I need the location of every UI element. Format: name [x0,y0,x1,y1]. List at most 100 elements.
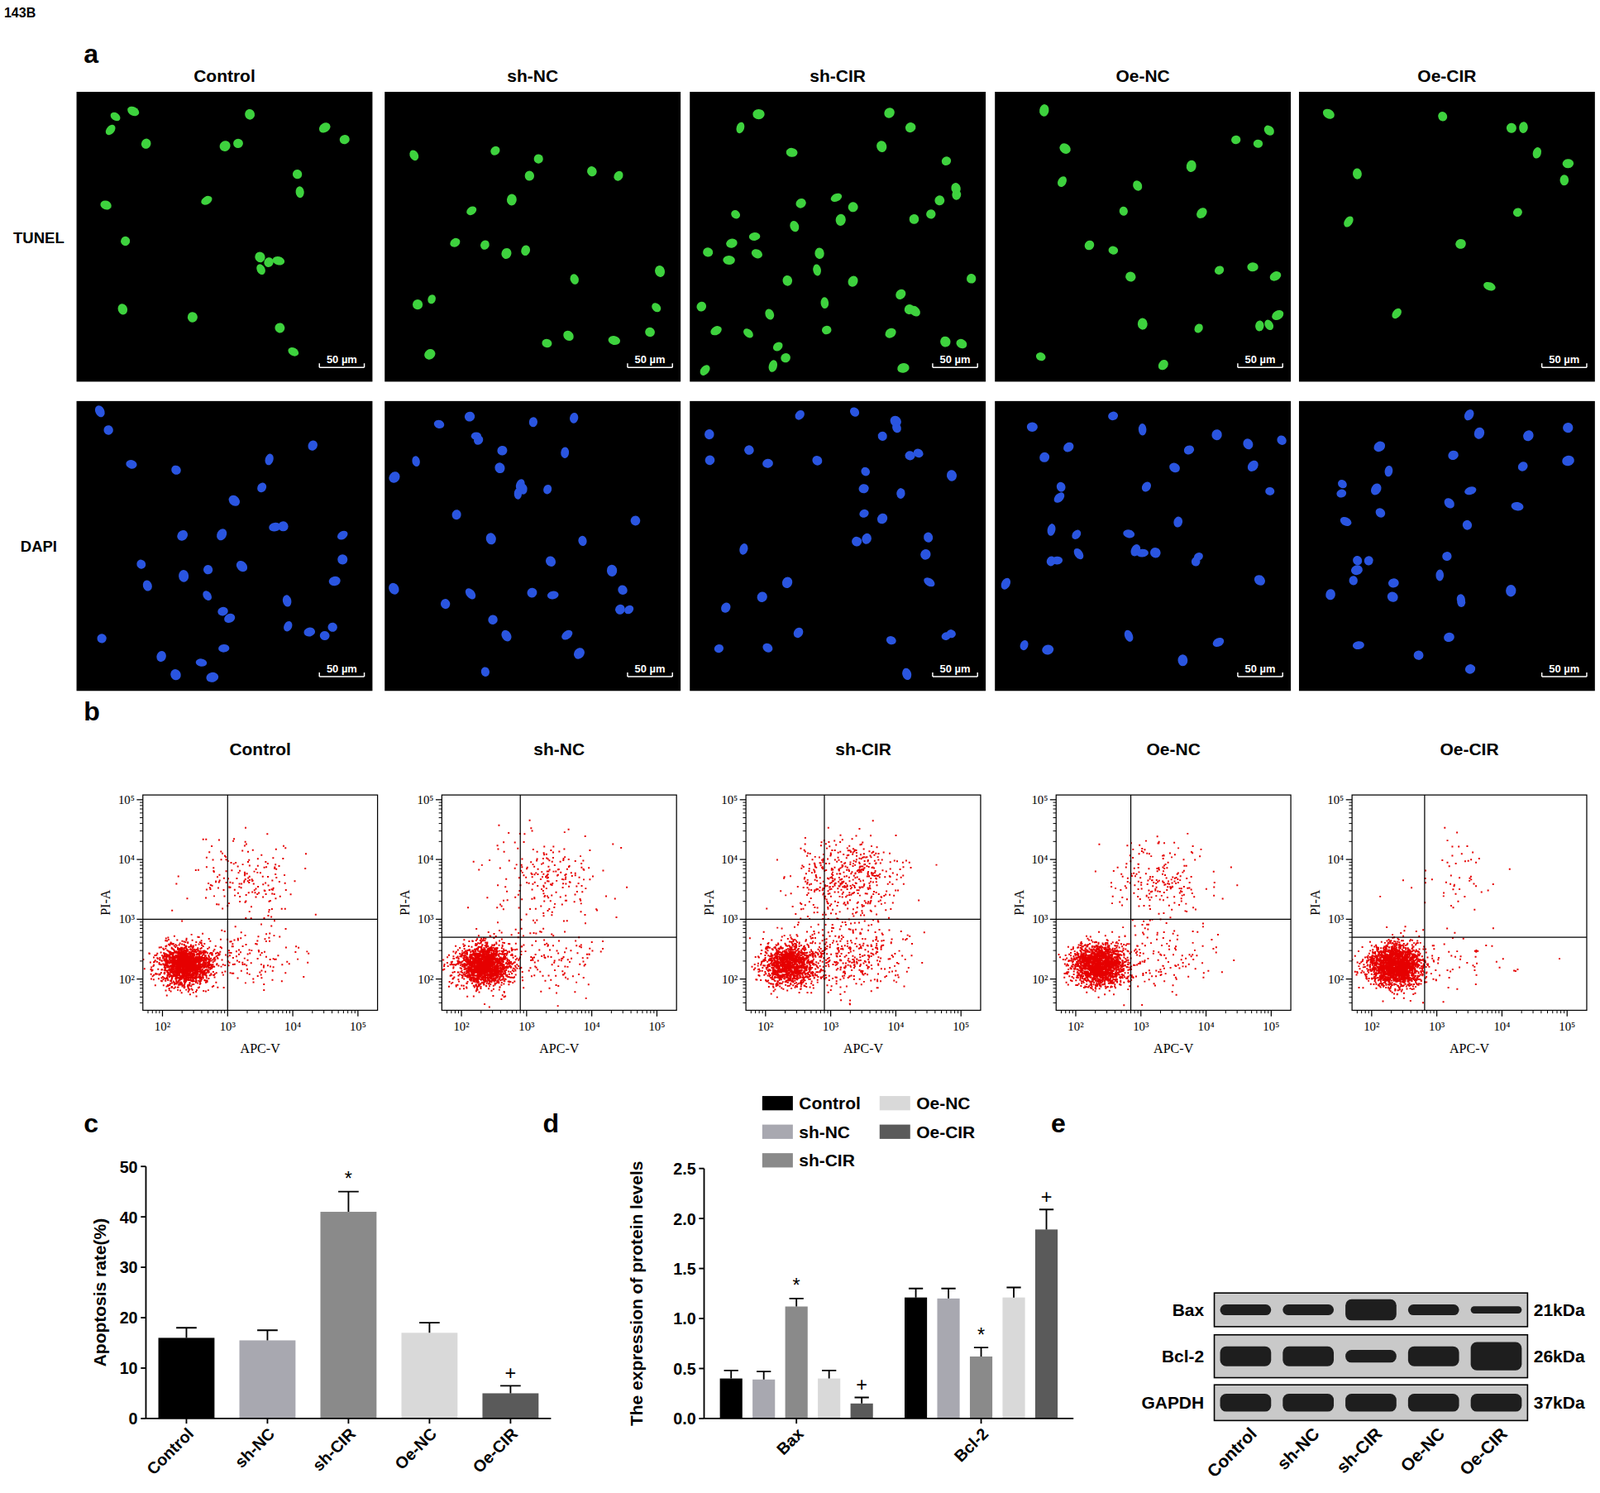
events-group [143,794,378,1010]
minor-tick [139,900,144,902]
nucleus [613,602,627,617]
scale-bar [1281,672,1283,677]
nucleus [735,120,746,134]
minor-tick [742,921,746,922]
nucleus [1351,640,1365,650]
minor-tick [439,808,443,810]
minor-tick [439,924,443,926]
scale-bar-label: 50 µm [1548,353,1580,366]
minor-tick [1348,868,1352,870]
nucleus [896,362,911,375]
minor-tick [742,987,746,989]
y-tick [140,1366,146,1369]
scale-bar [1281,362,1283,368]
nucleus [386,581,402,597]
gate-line [1351,936,1587,938]
minor-tick [1348,942,1352,944]
error-bar [176,1327,197,1338]
minor-tick [581,1009,583,1013]
scale-bar-label: 50 µm [635,662,666,675]
micrograph-background [994,91,1291,382]
nucleus [792,408,807,422]
nucleus [568,411,579,425]
y-tick [136,858,143,860]
minor-tick [1433,1009,1435,1013]
minor-tick [1053,830,1057,832]
minor-tick [742,816,746,818]
minor-tick [1348,931,1352,933]
minor-tick [1410,1009,1412,1013]
minor-tick [1053,991,1057,993]
minor-tick [158,1009,160,1013]
nucleus [703,453,717,467]
band-size: 26kDa [1533,1346,1586,1366]
significance-mark: + [1041,1185,1053,1208]
nucleus [738,542,750,556]
plot-frame [1351,794,1587,1010]
nucleus [546,589,559,600]
nucleus [1413,649,1424,660]
y-tick [1346,798,1352,800]
bar [969,1356,993,1419]
nucleus [560,446,570,459]
minor-tick [1114,1009,1116,1013]
x-tick-label: 10² [453,1019,470,1033]
significance-mark: * [344,1167,353,1190]
minor-tick [1521,1009,1523,1013]
y-tick [140,1215,146,1218]
y-tick-label: 10³ [119,912,136,926]
x-tick-label: Bcl-2 [950,1423,993,1466]
minor-tick [742,950,746,951]
nucleus [1562,421,1574,433]
minor-tick [1106,1009,1108,1013]
minor-tick [1348,996,1352,998]
y-tick [740,798,746,800]
nucleus [109,109,123,123]
minor-tick [1361,1009,1362,1013]
nucleus [271,255,286,267]
nucleus [119,234,132,248]
nucleus [412,299,423,310]
minor-tick [1348,1002,1352,1003]
x-tick-label: 10⁵ [952,1019,970,1033]
nucleus [1037,449,1052,464]
nucleus [99,199,113,212]
legend-swatch [762,1095,793,1110]
y-tick [1050,978,1056,980]
minor-tick [611,1009,612,1013]
minor-tick [1053,861,1057,863]
lane-label: Oe-CIR [1456,1423,1512,1479]
minor-tick [810,1009,812,1013]
minor-tick [439,931,443,933]
nucleus [286,345,301,359]
nucleus [439,597,451,610]
bars [720,1208,1058,1419]
nucleus [1138,423,1147,436]
nucleus [1270,308,1285,323]
nucleus [859,465,872,478]
minor-tick [139,991,144,993]
nucleus [326,621,339,633]
nucleus [1463,485,1478,497]
minor-tick [439,1002,443,1003]
minor-tick [439,868,443,870]
y-tick [140,1265,146,1268]
minor-tick [155,1009,157,1013]
minor-tick [439,861,443,863]
minor-tick [139,889,144,891]
nucleus [195,657,208,667]
legend-swatch [879,1095,911,1110]
minor-tick [588,1009,590,1013]
minor-tick [796,1009,798,1013]
nucleus [606,563,617,577]
minor-tick [139,960,144,961]
nucleus [101,423,115,437]
nucleus [945,468,958,483]
minor-tick [1053,983,1057,985]
scale-bar [626,672,628,677]
nucleus [883,325,898,340]
nucleus [725,237,739,249]
nucleus [407,148,421,163]
minor-tick [439,987,443,989]
legend-label: Control [798,1093,861,1113]
